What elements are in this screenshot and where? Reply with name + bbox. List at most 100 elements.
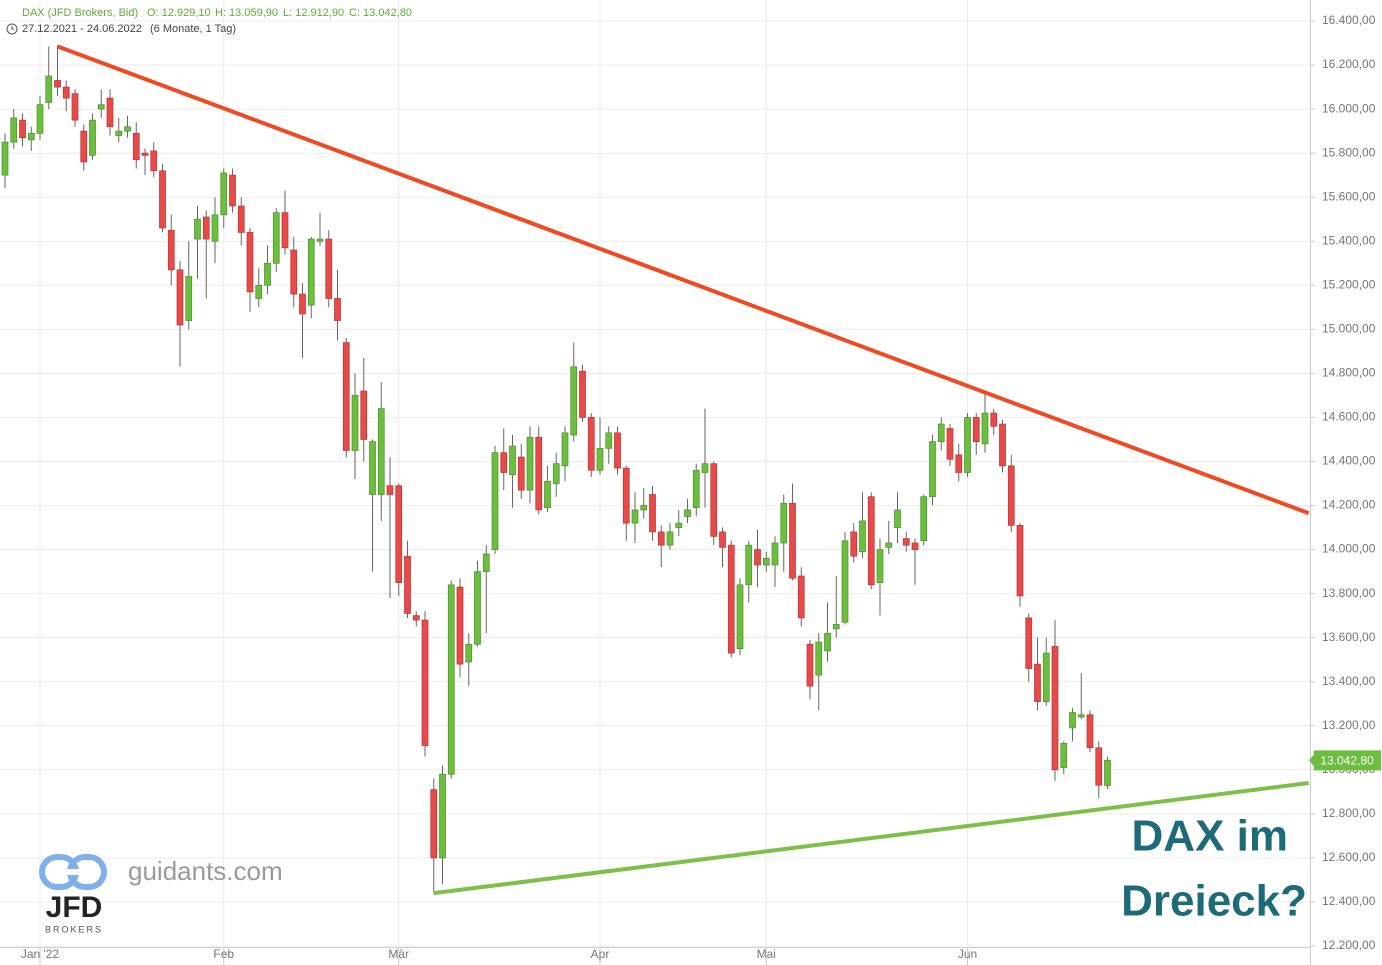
last-price-box (1314, 750, 1381, 771)
instrument: DAX (JFD Brokers, Bid) (22, 7, 138, 19)
candle-body (745, 544, 753, 586)
candle-body (264, 262, 271, 286)
candle-body (517, 456, 525, 491)
candle-body (185, 276, 193, 321)
trendline (433, 781, 1309, 896)
candle-body (736, 584, 744, 650)
candle-body (972, 417, 980, 443)
last-price-label: 13.042,80 (1320, 754, 1374, 768)
candle-body (526, 436, 534, 491)
candle-body (946, 428, 954, 460)
candle-body (1, 141, 9, 176)
candle-body (797, 575, 805, 619)
candle-body (666, 531, 674, 546)
candle-body (841, 540, 849, 623)
candle-body (45, 75, 53, 103)
date-range: 27.12.2021 - 24.06.2022 (22, 23, 142, 35)
clock-icon (6, 23, 18, 35)
candle-body (1086, 714, 1094, 749)
candle-body (911, 542, 919, 550)
candle-body (579, 370, 586, 418)
candle-body (404, 555, 411, 614)
y-tick-label: 14.400,00 (1322, 454, 1376, 468)
candle-body (675, 522, 683, 528)
candle-body (307, 238, 315, 306)
candle-body (500, 452, 508, 473)
candle-body (824, 632, 831, 652)
candle-body (649, 494, 656, 533)
candle-body (115, 130, 123, 136)
candle-body (1016, 524, 1024, 597)
period: (6 Monate, 1 Tag) (150, 23, 236, 35)
ohlc-high: H: 13.059,90 (215, 7, 278, 19)
candle-body (605, 432, 613, 449)
candle-body (1007, 465, 1015, 526)
y-tick-label: 13.600,00 (1322, 630, 1376, 644)
y-tick-label: 14.200,00 (1322, 498, 1376, 512)
annotation: Dreieck? (1121, 877, 1307, 926)
candle-body (395, 485, 403, 583)
candle-body (447, 584, 455, 775)
candle-body (570, 366, 578, 436)
y-tick-label: 14.800,00 (1322, 366, 1376, 380)
candle-body (1042, 652, 1050, 702)
x-tick-label: Jan '22 (21, 947, 60, 961)
y-tick-label: 14.000,00 (1322, 542, 1376, 556)
candle-body (106, 97, 114, 128)
candle-body (754, 549, 761, 566)
last-price-arrow (1309, 754, 1314, 767)
watermark: guidants.com (128, 856, 283, 886)
marks (1, 44, 1310, 896)
candle-body (421, 619, 429, 746)
candle-body (964, 417, 971, 473)
candle-body (867, 496, 875, 586)
candle-body (369, 441, 376, 495)
candle-body (412, 615, 420, 621)
candle-body (631, 509, 639, 524)
x-tick-label: Mär (388, 947, 409, 961)
logo-subtext: BROKERS (45, 924, 103, 934)
candle-body (54, 80, 61, 88)
candle-body (334, 298, 341, 321)
candle-body (596, 447, 604, 471)
candle-body (894, 509, 901, 528)
candle-body (229, 174, 236, 207)
candle-body (929, 441, 936, 498)
candle-body (727, 544, 735, 654)
y-tick-label: 13.200,00 (1322, 718, 1376, 732)
ohlc-close: C: 13.042,80 (349, 7, 412, 19)
candle-body (430, 789, 438, 859)
candle-body (937, 423, 945, 443)
candle-body (19, 119, 26, 139)
candle-body (132, 132, 140, 161)
x-tick-label: Mai (757, 947, 776, 961)
candle-body (456, 586, 464, 665)
y-tick-label: 14.600,00 (1322, 410, 1376, 424)
candle-body (36, 104, 44, 134)
ohlc-low: L: 12.912,90 (283, 7, 344, 19)
candle-body (902, 538, 910, 546)
candle-body (386, 485, 394, 495)
candle-body (1077, 714, 1085, 718)
clock-icon (11, 26, 14, 30)
candle-body (281, 212, 289, 249)
candle-body (124, 126, 131, 132)
candle-body (141, 152, 149, 156)
candle-body (1104, 760, 1111, 786)
candle-body (920, 496, 928, 542)
candle-body (211, 214, 219, 242)
candle-body (351, 395, 359, 451)
candle-body (955, 454, 963, 473)
candle-body (465, 643, 473, 663)
logo-gap (60, 869, 86, 875)
y-tick-label: 16.400,00 (1322, 13, 1376, 27)
candle-body (176, 269, 184, 326)
candle-body (299, 293, 306, 315)
trendline (56, 44, 1310, 516)
y-tick-label: 15.600,00 (1322, 189, 1376, 203)
candle-body (194, 218, 201, 240)
candle-body (159, 170, 166, 229)
y-tick-label: 15.400,00 (1322, 233, 1376, 247)
